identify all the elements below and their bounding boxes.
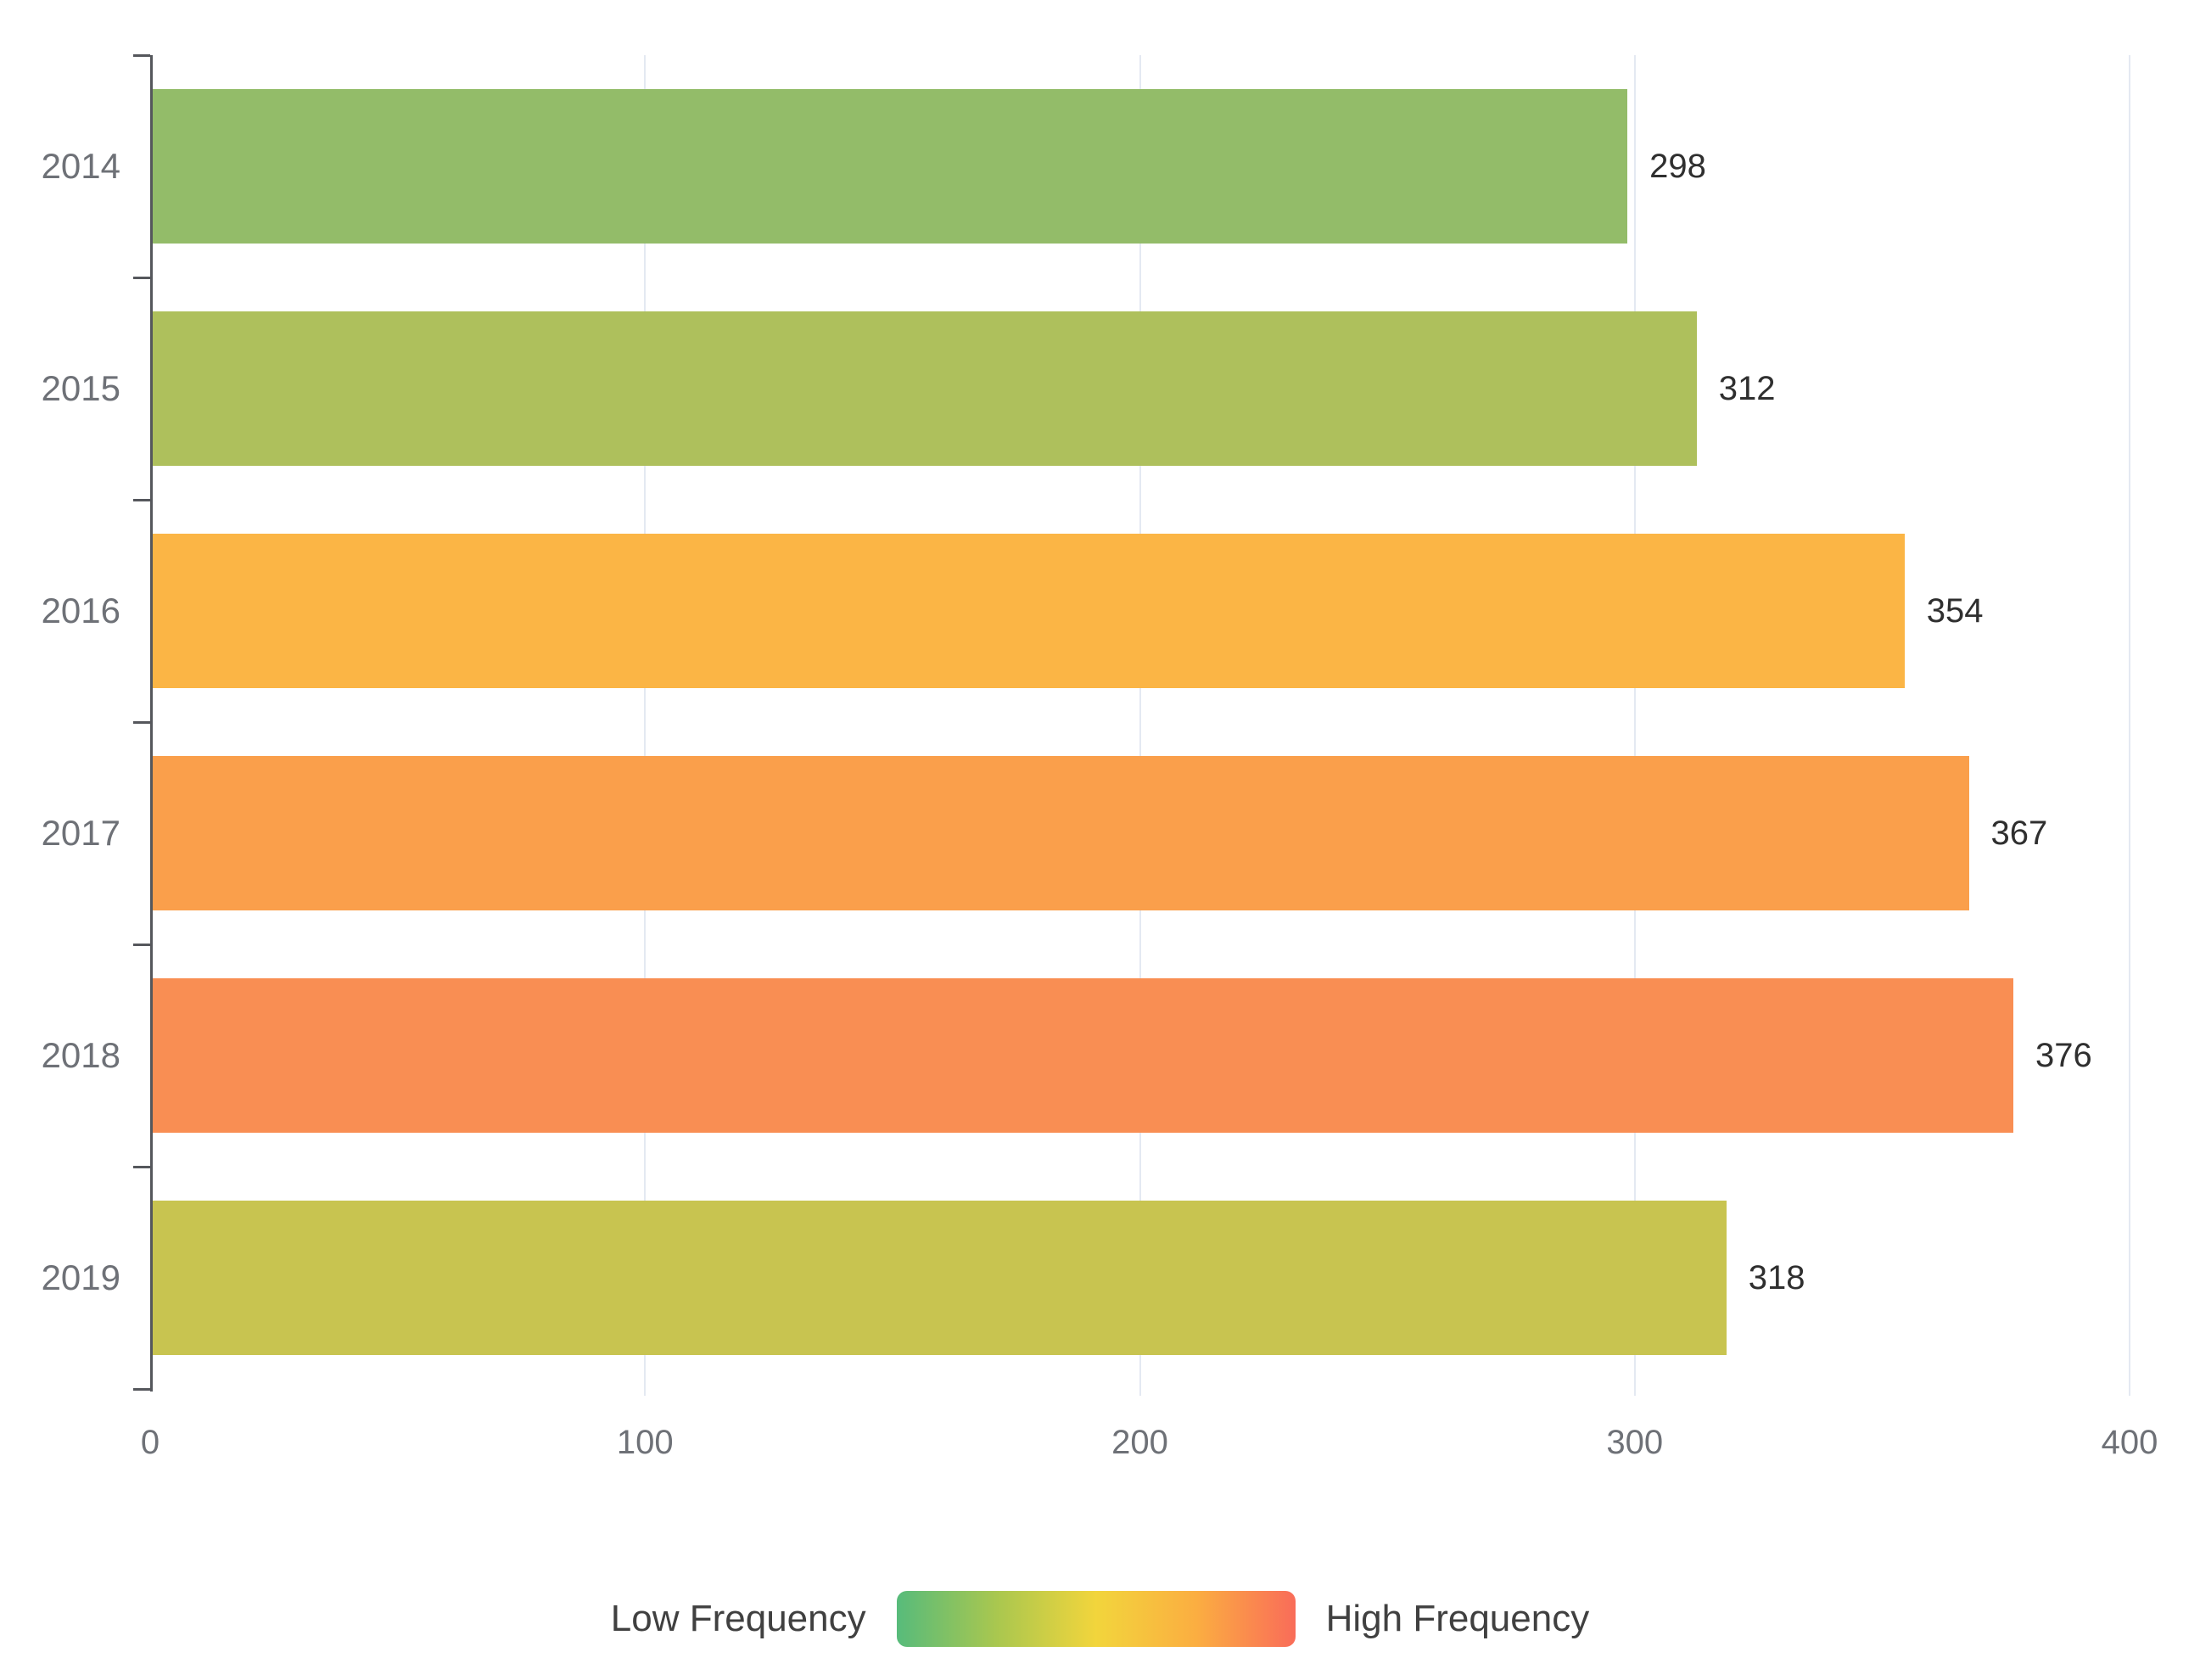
category-label-2014: 2014	[41, 146, 120, 186]
y-axis-tick	[133, 277, 150, 279]
bar-2015[interactable]	[153, 311, 1697, 466]
y-axis-tick	[133, 54, 150, 57]
value-label-2018: 376	[2035, 1036, 2092, 1074]
category-label-2015: 2015	[41, 368, 120, 408]
y-axis-tick	[133, 944, 150, 946]
value-label-2015: 312	[1718, 369, 1776, 407]
bar-2017[interactable]	[153, 756, 1969, 910]
plot-area: 298 312 354 367 376 318 2014 2015 2016 2017 2018 2…	[41, 54, 2158, 1461]
legend: Low Frequency High Frequency	[0, 1585, 2200, 1653]
value-label-2017: 367	[1990, 814, 2048, 852]
x-tick-label-400: 400	[2101, 1424, 2158, 1461]
x-tick-label-100: 100	[616, 1424, 674, 1461]
y-axis-tick	[133, 721, 150, 724]
bar-2016[interactable]	[153, 534, 1905, 688]
bar-2018[interactable]	[153, 978, 2014, 1133]
legend-low-label: Low Frequency	[610, 1598, 866, 1639]
bar-2019[interactable]	[153, 1201, 1727, 1355]
x-tick-label-200: 200	[1111, 1424, 1168, 1461]
gridline-400	[2129, 55, 2130, 1396]
legend-high-label: High Frequency	[1325, 1598, 1590, 1639]
category-label-2017: 2017	[41, 813, 120, 853]
value-label-2019: 318	[1748, 1258, 1805, 1296]
y-axis-tick	[133, 499, 150, 501]
y-axis-tick	[133, 1166, 150, 1168]
x-tick-label-300: 300	[1606, 1424, 1664, 1461]
y-axis-line	[150, 55, 153, 1392]
category-label-2019: 2019	[41, 1257, 120, 1297]
x-tick-label-0: 0	[140, 1424, 160, 1461]
gridline-300	[1633, 55, 1636, 1396]
value-label-2016: 354	[1926, 591, 1984, 630]
category-label-2018: 2018	[41, 1035, 120, 1075]
gridline-100	[644, 55, 647, 1396]
y-axis-tick	[133, 1388, 150, 1391]
gridline-200	[1139, 55, 1141, 1396]
category-label-2016: 2016	[41, 591, 120, 630]
legend-gradient-bar	[896, 1591, 1296, 1647]
bar-2014[interactable]	[153, 89, 1628, 244]
value-label-2014: 298	[1649, 147, 1706, 185]
